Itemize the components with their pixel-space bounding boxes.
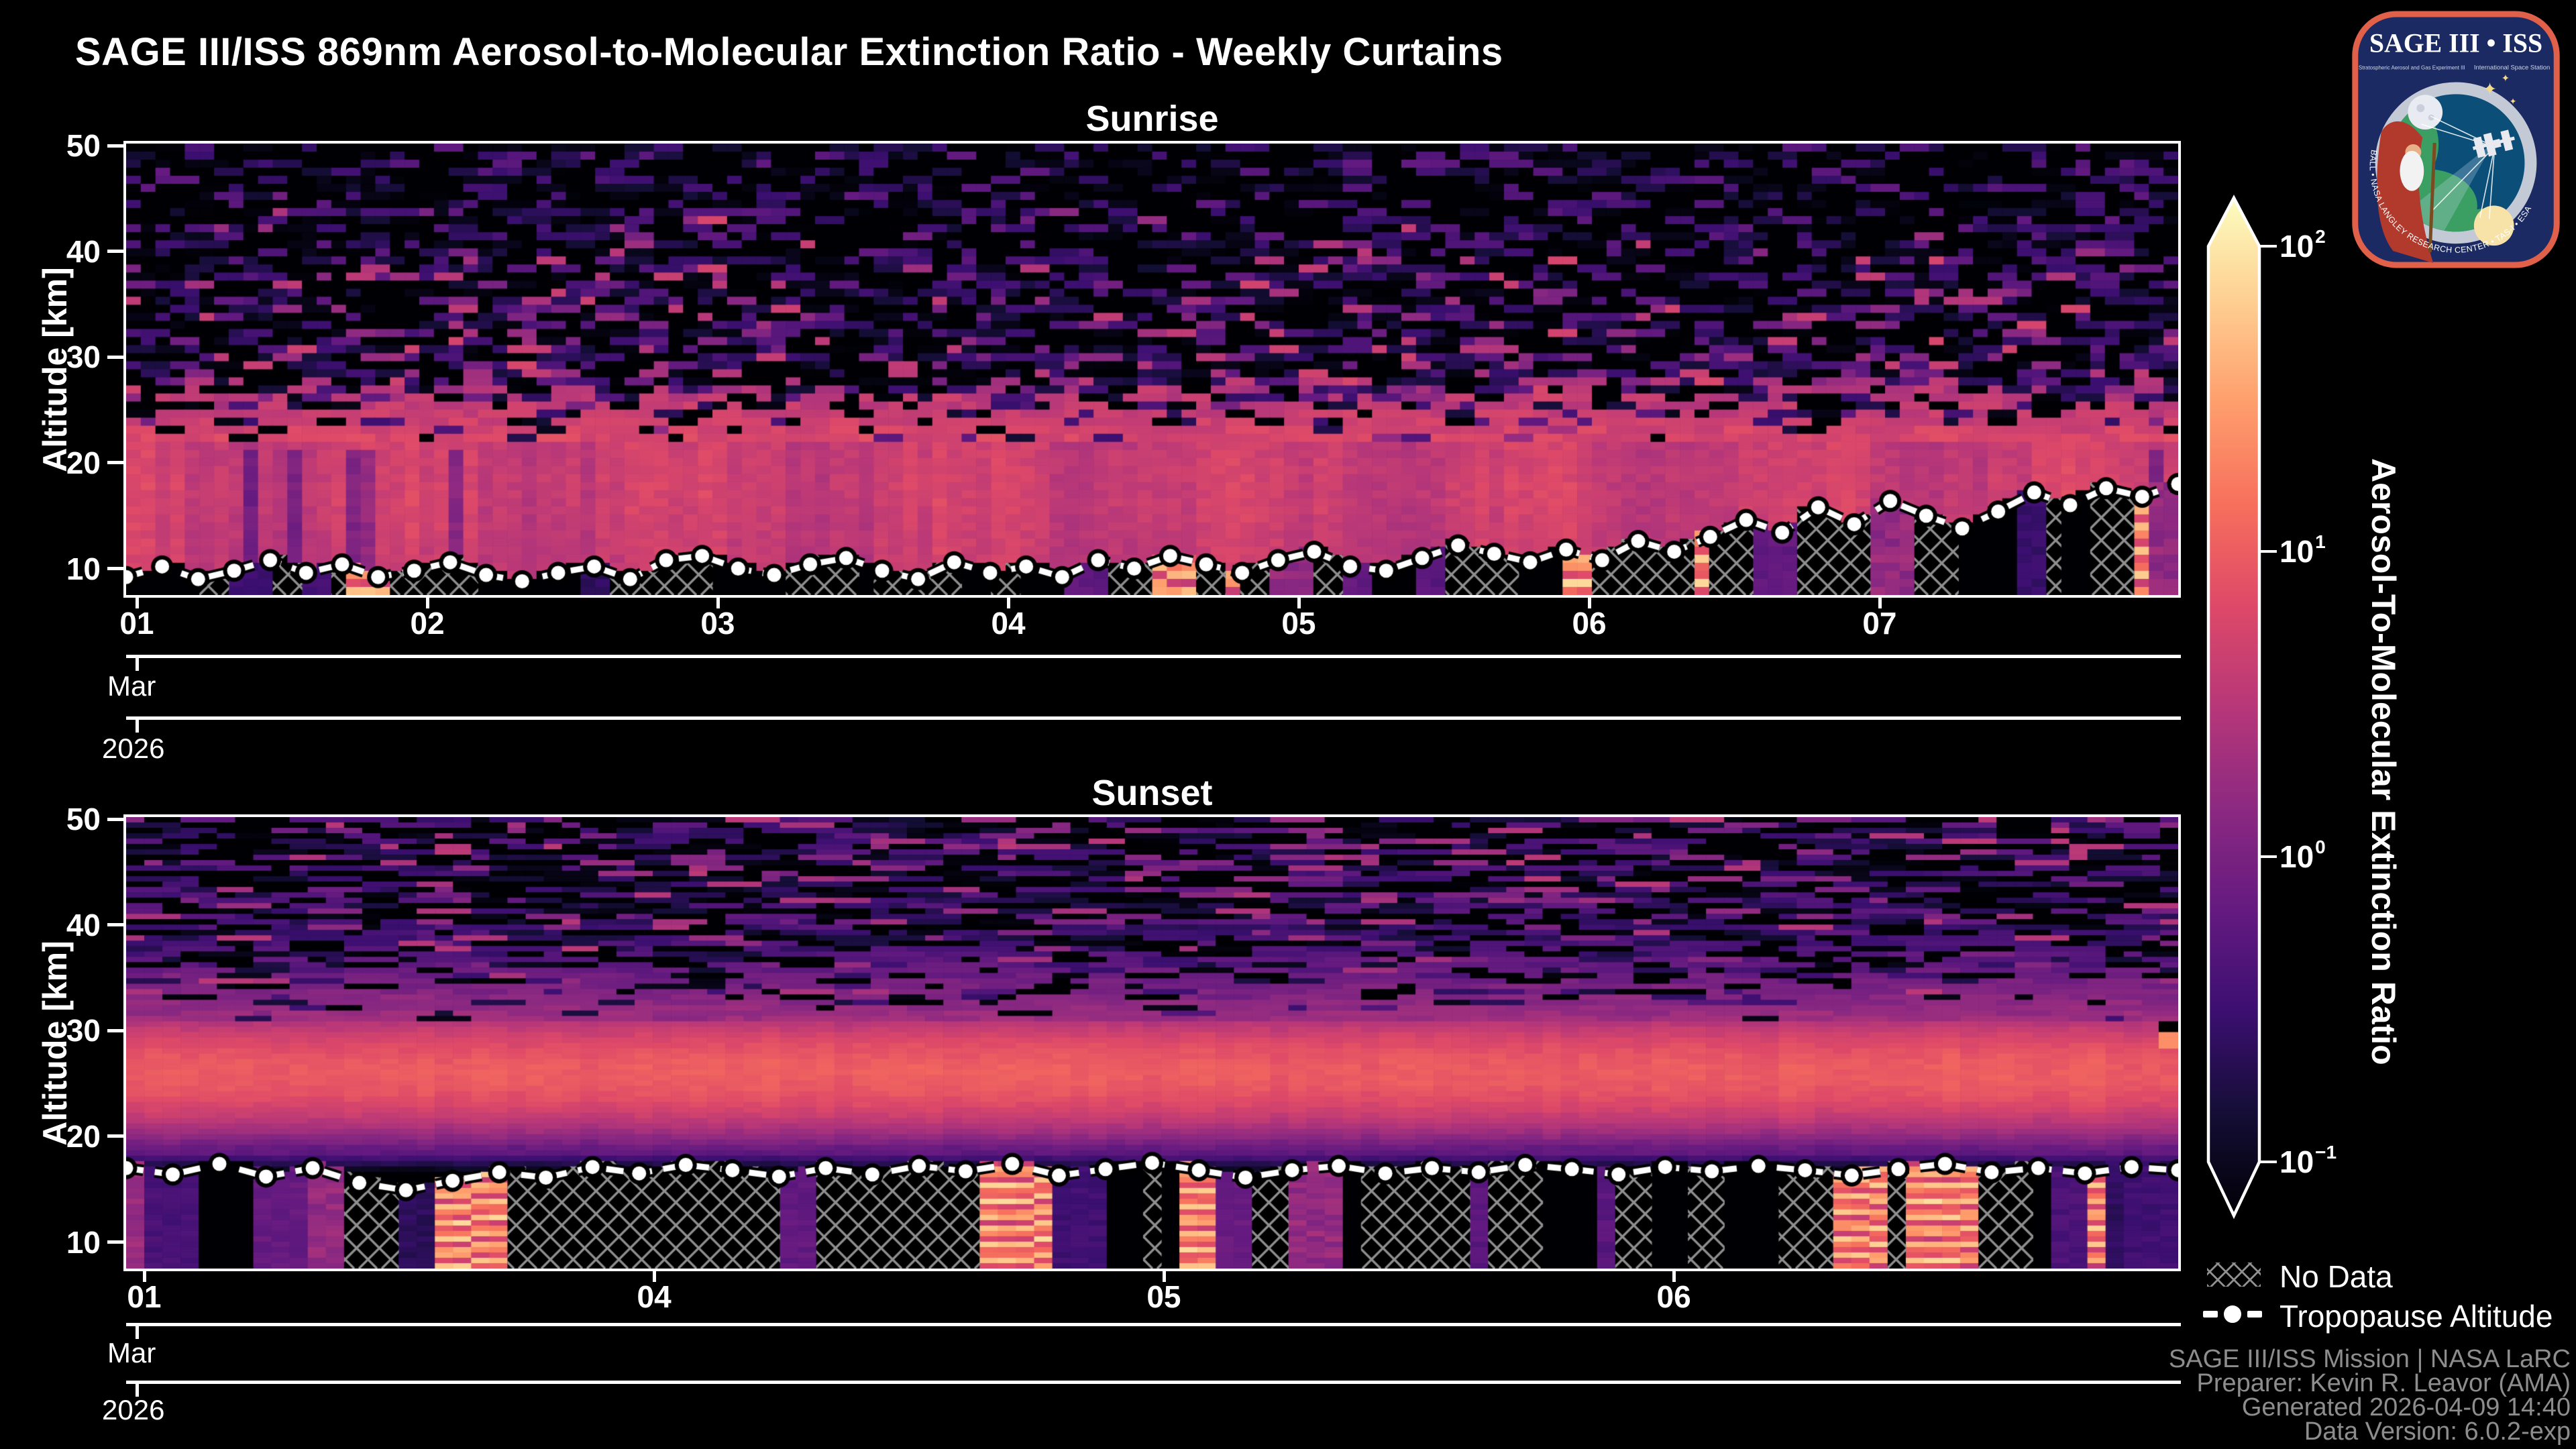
- colorbar: [2206, 195, 2277, 1220]
- patch-sight-lines: [2421, 115, 2496, 219]
- credits-block: SAGE III/ISS Mission | NASA LaRC Prepare…: [2168, 1345, 2571, 1446]
- sunrise-y-tick-label: 50: [66, 128, 101, 164]
- sunset-y-tick-mark: [107, 1028, 123, 1032]
- sunset-y-tick-mark: [107, 1134, 123, 1138]
- sunrise-x-tick-label: 04: [991, 606, 1026, 641]
- sunset-y-tick-label: 10: [66, 1224, 101, 1260]
- sunset-year-axis-line: [126, 1381, 2181, 1384]
- sunrise-x-tick-mark: [135, 598, 139, 608]
- sunset-month-axis-tick: [136, 1323, 139, 1339]
- moon-crater: [2416, 104, 2425, 113]
- no-data-hatch-swatch: [2207, 1263, 2261, 1287]
- tropopause-line-icon: [2203, 1300, 2265, 1328]
- figure-title: SAGE III/ISS 869nm Aerosol-to-Molecular …: [75, 30, 1503, 74]
- patch-wizard-figure: [2377, 121, 2436, 264]
- colorbar-axis-label: Aerosol-To-Molecular Extinction Ratio: [2365, 458, 2402, 1065]
- patch-sun: [2473, 205, 2514, 246]
- sage-iii-iss-mission-patch-logo: SAGE III • ISS Stratospheric Aerosol and…: [2352, 11, 2560, 268]
- sunset-y-tick-label: 50: [66, 802, 101, 837]
- sunset-panel-title: Sunset: [1091, 773, 1213, 813]
- patch-moon: [2408, 95, 2443, 130]
- sunrise-y-tick-mark: [107, 144, 123, 148]
- patch-iss-icon: [2472, 129, 2515, 158]
- sunset-x-tick-mark: [653, 1271, 657, 1282]
- tropopause-marker-dot: [2218, 1300, 2247, 1328]
- sunrise-year-axis-tick: [136, 716, 139, 733]
- sunrise-x-tick-mark: [1588, 598, 1592, 608]
- sunrise-x-tick-label: 02: [410, 606, 445, 641]
- patch-star: ✦: [2502, 72, 2510, 84]
- sunrise-y-tick-mark: [107, 250, 123, 254]
- moon-crater: [2428, 114, 2434, 121]
- sunset-x-tick-label: 04: [637, 1279, 672, 1314]
- credit-line: SAGE III/ISS Mission | NASA LaRC: [2168, 1345, 2571, 1373]
- patch-star: ✦: [2510, 96, 2517, 106]
- sunset-year-axis-tick: [136, 1381, 139, 1397]
- colorbar-tick-label: 10 −1: [2279, 1142, 2337, 1179]
- tropopause-dash: [2203, 1311, 2218, 1318]
- colorbar-bar: [2206, 195, 2261, 1220]
- sunset-heatmap-panel: [123, 814, 2181, 1271]
- sunrise-x-tick-label: 05: [1281, 606, 1316, 641]
- sunset-x-tick-label: 05: [1146, 1279, 1181, 1314]
- sunrise-x-tick-label: 03: [700, 606, 735, 641]
- sunrise-heatmap-panel: [123, 141, 2181, 598]
- sunset-x-tick-mark: [1162, 1271, 1166, 1282]
- sunrise-heatmap-canvas: [126, 144, 2178, 595]
- sunrise-x-tick-mark: [1878, 598, 1882, 608]
- sunrise-x-tick-mark: [1007, 598, 1011, 608]
- sunrise-panel-title: Sunrise: [1085, 99, 1219, 139]
- sunset-month-label: Mar: [107, 1337, 156, 1368]
- sunrise-month-axis-line: [126, 655, 2181, 658]
- sunset-y-tick-label: 30: [66, 1013, 101, 1049]
- colorbar-tick-marks: [2259, 245, 2277, 1163]
- colorbar-tick-label: 10 0: [2279, 837, 2326, 875]
- sunset-y-tick-label: 40: [66, 907, 101, 943]
- sunrise-y-tick-mark: [107, 355, 123, 359]
- sunrise-y-tick-label: 10: [66, 551, 101, 586]
- patch-title: SAGE III • ISS: [2369, 29, 2542, 58]
- sunrise-year-label: 2026: [102, 733, 165, 764]
- sunset-x-tick-mark: [1672, 1271, 1676, 1282]
- sunset-y-tick-mark: [107, 817, 123, 821]
- sunset-y-tick-mark: [107, 1240, 123, 1244]
- sunrise-x-tick-mark: [1297, 598, 1301, 608]
- sunset-y-tick-label: 20: [66, 1118, 101, 1154]
- sunrise-month-axis-tick: [136, 655, 139, 671]
- patch-stars: ✦: [2483, 80, 2498, 99]
- colorbar-tick-label: 10 1: [2279, 531, 2326, 569]
- sunset-x-tick-mark: [142, 1271, 146, 1282]
- credit-line: Generated 2026-04-09 14:40: [2241, 1393, 2571, 1421]
- sunrise-x-tick-label: 06: [1572, 606, 1607, 641]
- sunset-x-tick-label: 01: [127, 1279, 162, 1314]
- sunset-heatmap-canvas: [126, 817, 2178, 1269]
- no-data-legend-label: No Data: [2279, 1259, 2393, 1294]
- patch-subtitle-left: Stratospheric Aerosol and Gas Experiment…: [2359, 65, 2465, 71]
- colorbar-tick-label: 10 2: [2279, 226, 2326, 264]
- sunset-y-tick-mark: [107, 923, 123, 927]
- sunrise-x-tick-label: 07: [1862, 606, 1897, 641]
- sunset-x-tick-label: 06: [1656, 1279, 1691, 1314]
- patch-subtitle-right: International Space Station: [2474, 64, 2550, 72]
- sunrise-y-tick-label: 20: [66, 445, 101, 480]
- sunset-month-axis-line: [126, 1323, 2181, 1326]
- sunrise-y-tick-label: 40: [66, 233, 101, 269]
- sunrise-year-axis-line: [126, 716, 2181, 720]
- sunrise-x-tick-mark: [426, 598, 430, 608]
- sunset-year-label: 2026: [102, 1394, 165, 1426]
- sunrise-y-tick-label: 30: [66, 339, 101, 375]
- credit-line: Data Version: 6.0.2-exp: [2304, 1417, 2571, 1446]
- sunrise-y-tick-mark: [107, 461, 123, 465]
- sunrise-y-tick-mark: [107, 567, 123, 571]
- tropopause-dash: [2247, 1311, 2262, 1318]
- sunrise-x-tick-mark: [716, 598, 720, 608]
- credit-line: Preparer: Kevin R. Leavor (AMA): [2196, 1369, 2571, 1397]
- sunrise-month-label: Mar: [107, 670, 156, 702]
- sunrise-x-tick-label: 01: [119, 606, 154, 641]
- tropopause-legend-label: Tropopause Altitude: [2279, 1299, 2553, 1334]
